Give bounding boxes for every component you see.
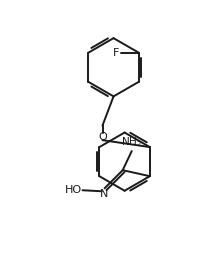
Text: HO: HO <box>64 185 81 195</box>
Text: O: O <box>98 132 106 141</box>
Text: N: N <box>99 189 107 199</box>
Text: F: F <box>113 48 119 58</box>
Text: NH$_2$: NH$_2$ <box>121 135 142 149</box>
